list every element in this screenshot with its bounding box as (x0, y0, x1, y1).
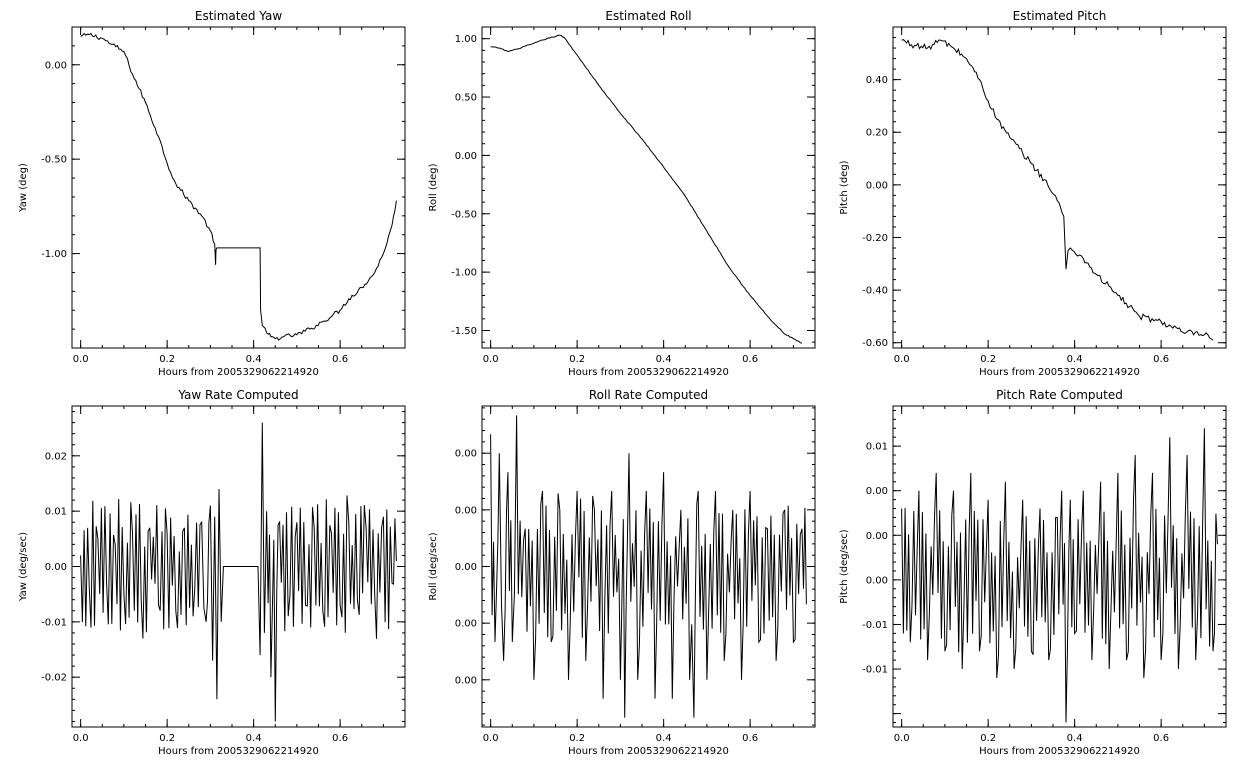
plot-frame (71, 26, 406, 349)
x-tick-label: 0.4 (246, 354, 262, 365)
y-axis-label: Roll (deg/sec) (428, 532, 439, 600)
y-tick-label: 1.00 (455, 34, 477, 45)
plot-frame (481, 26, 816, 349)
series-line (901, 428, 1218, 723)
y-axis-label: Pitch (deg/sec) (839, 529, 850, 604)
series-line (490, 34, 803, 344)
y-tick-label: 0.00 (455, 619, 477, 630)
chart-panel: 0.0 0.2 0.4 0.6 0.00 -0.50 -1.00 Estimated Yaw H… (18, 9, 406, 378)
y-axis-label: Yaw (deg/sec) (18, 532, 29, 602)
y-tick-label: -0.20 (862, 233, 888, 244)
y-tick-label: 0.00 (455, 505, 477, 516)
x-axis-label: Hours from 2005329062214920 (568, 746, 729, 757)
y-tick-label: -0.01 (41, 617, 67, 628)
x-axis-label: Hours from 2005329062214920 (979, 367, 1140, 378)
x-tick-label: 0.0 (73, 733, 89, 744)
chart-title: Estimated Roll (605, 9, 691, 23)
y-tick-label: 0.20 (866, 128, 888, 139)
chart-panel: 0.0 0.2 0.4 0.6 1.00 0.50 0.00 -0.50 -1.00 -1.50 E… (428, 9, 816, 378)
y-tick-label: 0.01 (45, 507, 67, 518)
y-tick-label: -0.02 (41, 673, 67, 684)
x-tick-label: 0.2 (159, 733, 175, 744)
plot-frame (892, 405, 1227, 728)
chart-panel: 0.0 0.2 0.4 0.6 0.02 0.01 0.00 -0.01 -0.02 Yaw Ra… (18, 388, 406, 757)
series-line (80, 32, 397, 341)
x-tick-label: 0.4 (656, 354, 672, 365)
x-axis-label: Hours from 2005329062214920 (158, 746, 319, 757)
series-line (901, 39, 1214, 341)
y-axis-label: Yaw (deg) (18, 163, 29, 213)
y-tick-label: 0.00 (455, 151, 477, 162)
x-tick-label: 0.0 (483, 733, 499, 744)
x-tick-label: 0.4 (656, 733, 672, 744)
x-tick-label: 0.2 (980, 354, 996, 365)
x-tick-label: 0.0 (483, 354, 499, 365)
x-axis-label: Hours from 2005329062214920 (568, 367, 729, 378)
chart-panel: 0.0 0.2 0.4 0.6 0.00 0.00 0.00 0.00 0.00 Roll Rat… (428, 388, 816, 757)
x-tick-label: 0.2 (569, 354, 585, 365)
y-tick-label: 0.00 (866, 180, 888, 191)
x-tick-label: 0.6 (332, 733, 348, 744)
x-tick-label: 0.6 (1153, 354, 1169, 365)
y-tick-label: 0.00 (866, 531, 888, 542)
x-axis-label: Hours from 2005329062214920 (979, 746, 1140, 757)
x-tick-label: 0.0 (894, 733, 910, 744)
plot-frame (892, 26, 1227, 349)
y-tick-label: 0.00 (45, 562, 67, 573)
series-line (490, 415, 807, 718)
y-tick-label: 0.00 (45, 60, 67, 71)
y-tick-label: 0.40 (866, 75, 888, 86)
y-tick-label: -1.00 (41, 249, 67, 260)
x-tick-label: 0.6 (742, 354, 758, 365)
chart-title: Roll Rate Computed (589, 388, 708, 402)
series-line (80, 422, 397, 722)
x-tick-label: 0.2 (569, 733, 585, 744)
x-tick-label: 0.2 (159, 354, 175, 365)
x-tick-label: 0.6 (1153, 733, 1169, 744)
x-tick-label: 0.2 (980, 733, 996, 744)
y-tick-label: 0.50 (455, 93, 477, 104)
x-tick-label: 0.4 (1067, 733, 1083, 744)
y-tick-label: -0.01 (862, 665, 888, 676)
chart-title: Yaw Rate Computed (177, 388, 298, 402)
chart-panel: 0.0 0.2 0.4 0.6 0.01 0.00 0.00 0.00 -0.01 -0.01 Pi… (839, 388, 1227, 757)
x-tick-label: 0.0 (894, 354, 910, 365)
chart-title: Pitch Rate Computed (996, 388, 1123, 402)
y-tick-label: -0.40 (862, 286, 888, 297)
y-tick-label: -0.60 (862, 338, 888, 349)
x-tick-label: 0.6 (332, 354, 348, 365)
y-tick-label: 0.00 (866, 486, 888, 497)
chart-title: Estimated Yaw (195, 9, 282, 23)
chart-panel: 0.0 0.2 0.4 0.6 0.40 0.20 0.00 -0.20 -0.40 -0.60 E… (839, 9, 1227, 378)
y-tick-label: 0.00 (866, 575, 888, 586)
y-tick-label: 0.01 (866, 442, 888, 453)
x-tick-label: 0.4 (246, 733, 262, 744)
y-tick-label: 0.00 (455, 562, 477, 573)
y-axis-label: Pitch (deg) (839, 160, 850, 214)
y-tick-label: 0.00 (455, 675, 477, 686)
y-tick-label: -0.50 (41, 155, 67, 166)
y-axis-label: Roll (deg) (428, 163, 439, 211)
y-tick-label: -0.01 (862, 620, 888, 631)
y-tick-label: -0.50 (451, 209, 477, 220)
x-axis-label: Hours from 2005329062214920 (158, 367, 319, 378)
x-tick-label: 0.4 (1067, 354, 1083, 365)
y-tick-label: -1.50 (451, 326, 477, 337)
y-tick-label: 0.02 (45, 451, 67, 462)
x-tick-label: 0.0 (73, 354, 89, 365)
x-tick-label: 0.6 (742, 733, 758, 744)
chart-title: Estimated Pitch (1013, 9, 1107, 23)
y-tick-label: -1.00 (451, 268, 477, 279)
y-tick-label: 0.00 (455, 449, 477, 460)
